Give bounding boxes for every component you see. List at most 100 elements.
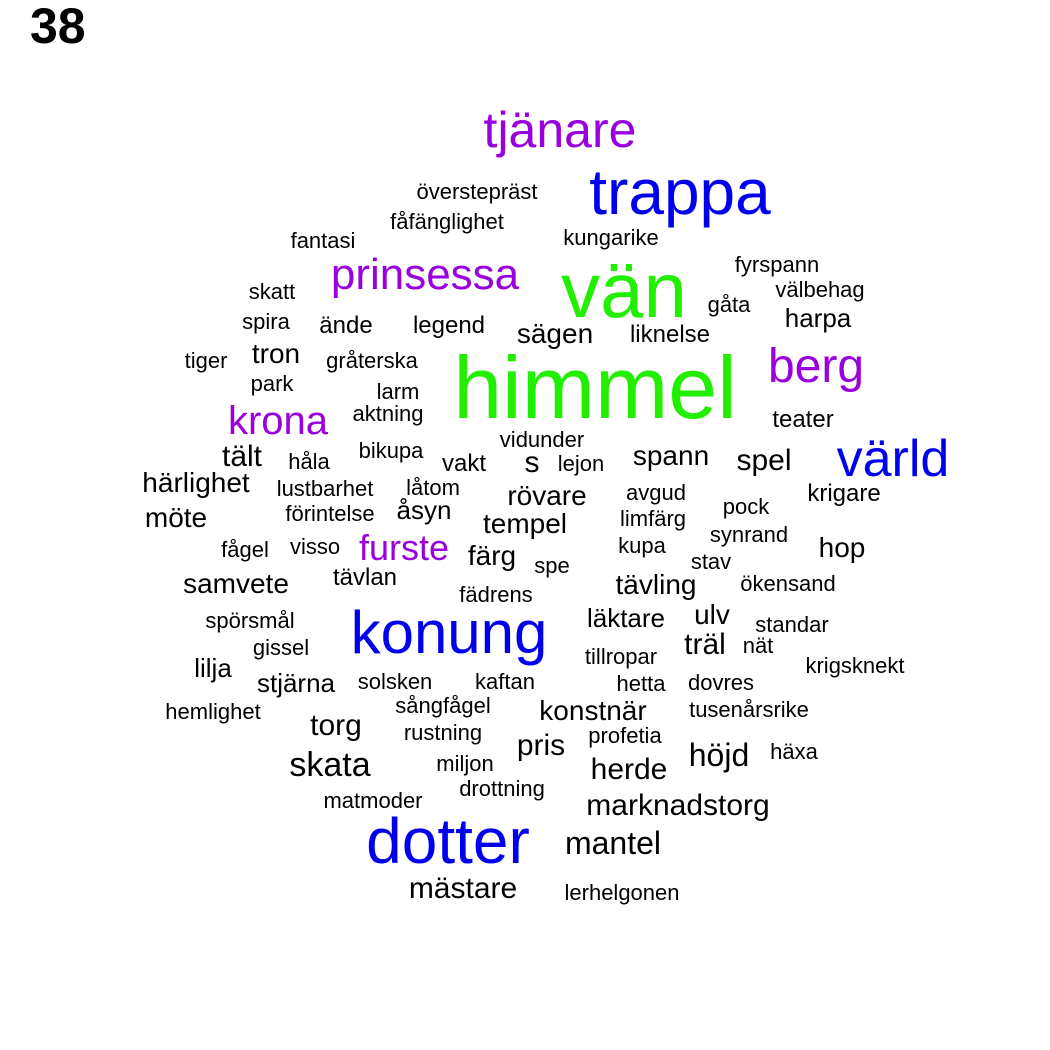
- cloud-word: kungarike: [563, 225, 659, 250]
- cloud-word: fantasi: [290, 228, 356, 253]
- cloud-word: krigare: [807, 480, 881, 507]
- cloud-word: standar: [755, 612, 829, 637]
- cloud-word: skatt: [248, 279, 296, 304]
- cloud-word: välbehag: [775, 277, 865, 302]
- cloud-word: spörsmål: [205, 608, 295, 633]
- cloud-word: tält: [221, 440, 263, 473]
- cloud-word: limfärg: [619, 506, 687, 531]
- cloud-word: vidunder: [499, 427, 585, 452]
- cloud-word: spann: [632, 440, 710, 471]
- cloud-word: ulv: [694, 599, 730, 630]
- cloud-word: teater: [772, 406, 834, 433]
- cloud-word: fädrens: [459, 582, 533, 607]
- cloud-word: skata: [289, 746, 371, 784]
- cloud-word: lilja: [194, 653, 232, 683]
- cloud-word: legend: [412, 312, 486, 339]
- cloud-word: konstnär: [539, 695, 647, 726]
- cloud-word: synrand: [709, 522, 789, 547]
- cloud-word: håla: [288, 449, 330, 474]
- cloud-word: aktning: [352, 401, 424, 426]
- cloud-word: konung: [350, 599, 548, 666]
- cloud-word: himmel: [453, 338, 737, 437]
- cloud-word: kaftan: [475, 669, 535, 694]
- cloud-word: tempel: [482, 508, 568, 539]
- cloud-word: solsken: [357, 669, 433, 694]
- cloud-word: åsyn: [396, 495, 452, 525]
- cloud-word: sägen: [516, 318, 594, 349]
- cloud-word: pock: [722, 494, 770, 519]
- cloud-word: mantel: [564, 825, 662, 861]
- cloud-word: möte: [144, 502, 208, 533]
- cloud-word: tiger: [184, 348, 228, 373]
- cloud-word: pris: [516, 729, 566, 762]
- cloud-word: visso: [289, 534, 341, 559]
- cloud-word: dovres: [687, 670, 755, 695]
- cloud-word: furste: [358, 527, 450, 568]
- cloud-word: tron: [251, 338, 301, 369]
- cloud-word: nät: [742, 633, 774, 658]
- cloud-word: torg: [310, 709, 362, 742]
- cloud-word: gåta: [707, 292, 751, 317]
- cloud-word: herde: [590, 753, 668, 786]
- cloud-word: trappa: [589, 156, 771, 228]
- cloud-word: profetia: [588, 723, 662, 748]
- cloud-word: park: [250, 371, 294, 396]
- cloud-word: häxa: [770, 739, 818, 764]
- cloud-word: höjd: [688, 737, 750, 773]
- cloud-word: läktare: [586, 603, 666, 633]
- cloud-word: förintelse: [285, 501, 375, 526]
- cloud-word: s: [524, 446, 540, 479]
- cloud-word: tävling: [615, 569, 697, 600]
- cloud-word: larm: [376, 379, 420, 404]
- cloud-word: liknelse: [629, 321, 711, 348]
- cloud-word: värld: [836, 430, 950, 488]
- cloud-word: färg: [467, 540, 517, 571]
- cloud-word: berg: [767, 340, 865, 393]
- cloud-word: drottning: [459, 776, 545, 801]
- cloud-word: vakt: [441, 450, 487, 477]
- cloud-word: tillropar: [584, 644, 658, 669]
- cloud-word: lejon: [557, 451, 605, 476]
- cloud-word: spira: [242, 309, 290, 334]
- cloud-word: avgud: [626, 480, 686, 505]
- cloud-word: fågel: [221, 537, 269, 562]
- cloud-word: ände: [319, 312, 373, 339]
- cloud-word: ökensand: [740, 571, 836, 596]
- cloud-word: samvete: [183, 568, 289, 599]
- cloud-word: dotter: [366, 805, 530, 877]
- cloud-word: hetta: [616, 671, 666, 696]
- cloud-word: stjärna: [256, 668, 336, 698]
- cloud-word: krona: [227, 399, 329, 443]
- cloud-word: tusenårsrike: [689, 697, 809, 722]
- cloud-word: tävlan: [332, 564, 398, 591]
- cloud-word: prinsessa: [330, 250, 520, 299]
- cloud-word: fyrspann: [734, 252, 820, 277]
- cloud-word: lustbarhet: [276, 476, 374, 501]
- cloud-word: miljon: [436, 751, 494, 776]
- cloud-word: tjänare: [483, 102, 637, 158]
- cloud-word: harpa: [784, 303, 852, 333]
- cloud-word: stav: [690, 549, 732, 574]
- cloud-word: krigsknekt: [805, 653, 905, 678]
- cloud-word: vän: [561, 246, 687, 334]
- cloud-word: matmoder: [323, 788, 423, 813]
- page-number: 38: [30, 0, 86, 54]
- cloud-word: överstepräst: [416, 179, 538, 204]
- cloud-word: sångfågel: [395, 693, 491, 718]
- cloud-word: fåfänglighet: [390, 209, 504, 234]
- cloud-word: mästare: [408, 872, 518, 905]
- cloud-word: hop: [818, 532, 866, 563]
- cloud-word: träl: [684, 628, 726, 661]
- cloud-word: lerhelgonen: [564, 880, 680, 905]
- cloud-word: rövare: [507, 480, 587, 511]
- cloud-word: bikupa: [358, 438, 424, 463]
- cloud-word: gissel: [252, 635, 310, 660]
- cloud-word: låtom: [406, 475, 460, 500]
- cloud-word: spe: [534, 553, 570, 578]
- cloud-word: gråterska: [326, 348, 418, 373]
- cloud-word: hemlighet: [165, 699, 261, 724]
- cloud-word: kupa: [618, 533, 666, 558]
- cloud-word: härlighet: [142, 467, 250, 498]
- cloud-word: marknadstorg: [586, 789, 770, 822]
